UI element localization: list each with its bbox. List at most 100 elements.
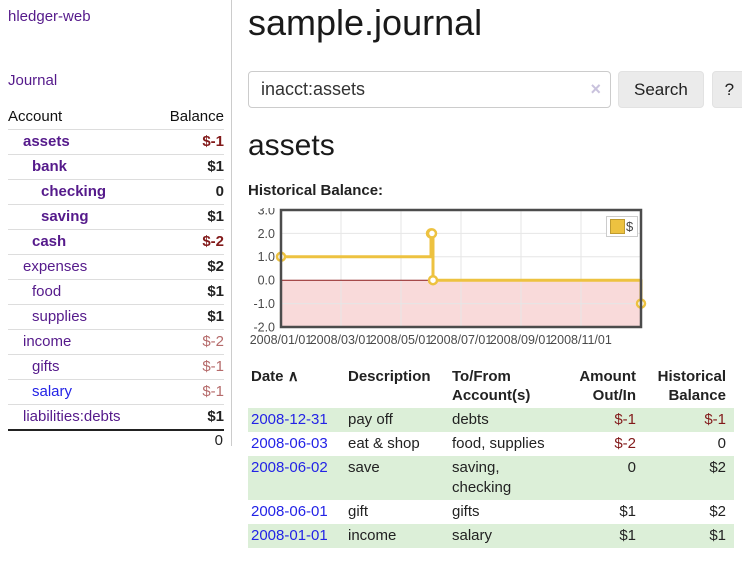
register-cell: food, supplies xyxy=(452,435,545,452)
search-form: × Search ? xyxy=(248,71,742,108)
register-col-1: Description xyxy=(348,368,431,385)
search-input-wrap: × xyxy=(248,71,611,108)
accounts-header-row: Account Balance xyxy=(8,105,224,130)
svg-text:2008/05/01: 2008/05/01 xyxy=(370,333,433,347)
historical-balance-chart[interactable]: 3.0 2.0 1.0 0.0 -1.0 -2.0 2008/01/01 2008/03/01… xyxy=(248,203,688,350)
transaction-date-link[interactable]: 2008-01-01 xyxy=(251,527,328,544)
accounts-total-spacer xyxy=(8,429,154,450)
register-cell: $2 xyxy=(709,503,726,520)
account-balance: $1 xyxy=(153,304,224,330)
account-link-liabilities-debts[interactable]: liabilities:debts xyxy=(23,408,121,425)
transaction-date-link[interactable]: 2008-12-31 xyxy=(251,411,328,428)
main-content: sample.journal × Search ? assets Histori… xyxy=(232,0,742,582)
account-balance: $1 xyxy=(153,154,224,180)
svg-text:2008/09/01: 2008/09/01 xyxy=(490,333,553,347)
accounts-header-balance: Balance xyxy=(169,108,224,125)
register-cell: save xyxy=(348,459,380,476)
register-cell: $-1 xyxy=(704,411,726,428)
register-cell: $-1 xyxy=(614,411,636,428)
svg-text:1.0: 1.0 xyxy=(258,250,275,264)
transaction-date-link[interactable]: 2008-06-01 xyxy=(251,503,328,520)
sort-asc-icon: ∧ xyxy=(287,368,299,385)
account-row: salary $-1 xyxy=(8,379,224,405)
transaction-date-link[interactable]: 2008-06-02 xyxy=(251,459,328,476)
account-link-gifts[interactable]: gifts xyxy=(32,358,60,375)
register-row: 2008-12-31 pay off debts $-1 $-1 xyxy=(248,408,734,432)
svg-text:2.0: 2.0 xyxy=(258,227,275,241)
register-cell: $-2 xyxy=(614,435,636,452)
account-link-cash[interactable]: cash xyxy=(32,233,67,250)
clear-search-icon[interactable]: × xyxy=(590,79,601,99)
accounts-header-account: Account xyxy=(8,108,63,125)
account-link-bank[interactable]: bank xyxy=(32,158,68,175)
legend-swatch xyxy=(610,219,625,234)
register-cell: 0 xyxy=(627,459,636,476)
account-row: assets $-1 xyxy=(8,129,224,155)
account-balance: $-2 xyxy=(153,329,224,355)
register-cell: salary xyxy=(452,527,493,544)
transaction-date-link[interactable]: 2008-06-03 xyxy=(251,435,328,452)
account-row: supplies $1 xyxy=(8,304,224,330)
account-balance: 0 xyxy=(153,179,224,205)
register-cell: debts xyxy=(452,411,489,428)
register-col-2: To/From Account(s) xyxy=(452,368,531,404)
register-row: 2008-01-01 income salary $1 $1 xyxy=(248,524,734,548)
account-balance: $1 xyxy=(153,404,224,430)
account-row: liabilities:debts $1 xyxy=(8,404,224,430)
svg-text:-1.0: -1.0 xyxy=(253,297,275,311)
account-balance: $1 xyxy=(153,204,224,230)
account-heading: assets xyxy=(248,129,335,162)
register-cell: $1 xyxy=(619,527,636,544)
search-input[interactable] xyxy=(248,71,611,108)
svg-text:3.0: 3.0 xyxy=(258,208,275,217)
account-balance: $-1 xyxy=(153,354,224,380)
account-row: bank $1 xyxy=(8,154,224,180)
account-link-income[interactable]: income xyxy=(23,333,72,350)
help-button[interactable]: ? xyxy=(711,71,742,108)
register-cell: eat & shop xyxy=(348,435,420,452)
account-link-expenses[interactable]: expenses xyxy=(23,258,88,275)
account-link-checking[interactable]: checking xyxy=(41,183,107,200)
account-link-salary[interactable]: salary xyxy=(32,383,73,400)
account-balance: $-1 xyxy=(153,379,224,405)
chart-title: Historical Balance: xyxy=(248,182,384,199)
account-row: cash $-2 xyxy=(8,229,224,255)
register-header-row: Date ∧ Description To/From Account(s) Amoun… xyxy=(248,365,734,408)
register-cell: $2 xyxy=(709,459,726,476)
legend-label: $ xyxy=(626,219,634,234)
search-button[interactable]: Search xyxy=(618,71,704,108)
accounts-table: Account Balance assets $-1 bank $1 checking 0… xyxy=(8,105,224,450)
svg-text:2008/01/01: 2008/01/01 xyxy=(250,333,313,347)
register-row: 2008-06-01 gift gifts $1 $2 xyxy=(248,500,734,524)
account-balance: $1 xyxy=(153,279,224,305)
account-row: saving $1 xyxy=(8,204,224,230)
account-row: checking 0 xyxy=(8,179,224,205)
account-link-food[interactable]: food xyxy=(32,283,62,300)
account-balance: $-2 xyxy=(153,229,224,255)
account-row: food $1 xyxy=(8,279,224,305)
account-link-supplies[interactable]: supplies xyxy=(32,308,88,325)
svg-text:2008/07/01: 2008/07/01 xyxy=(430,333,493,347)
app-title[interactable]: hledger-web xyxy=(8,8,91,25)
register-cell: 0 xyxy=(717,435,726,452)
register-col-0[interactable]: Date ∧ xyxy=(251,368,299,385)
register-cell: saving, checking xyxy=(452,459,512,496)
sidebar: hledger-web Journal Account Balance asse… xyxy=(0,0,232,450)
svg-text:2008/03/01: 2008/03/01 xyxy=(310,333,373,347)
register-cell: gift xyxy=(348,503,369,520)
account-row: gifts $-1 xyxy=(8,354,224,380)
account-balance: $-1 xyxy=(153,129,224,155)
journal-link[interactable]: Journal xyxy=(8,72,58,89)
chart-legend: $ xyxy=(606,216,639,237)
register-cell: $1 xyxy=(619,503,636,520)
register-col-4: Historical Balance xyxy=(657,368,726,404)
account-link-saving[interactable]: saving xyxy=(41,208,89,225)
register-cell: pay off xyxy=(348,411,393,428)
register-cell: gifts xyxy=(452,503,480,520)
register-cell: income xyxy=(348,527,397,544)
account-link-assets[interactable]: assets xyxy=(23,133,70,150)
accounts-total-row: 0 xyxy=(8,429,224,450)
chart-svg: 3.0 2.0 1.0 0.0 -1.0 -2.02008/01/012008/03/01… xyxy=(250,203,647,347)
svg-text:2008/11/01: 2008/11/01 xyxy=(550,333,612,347)
